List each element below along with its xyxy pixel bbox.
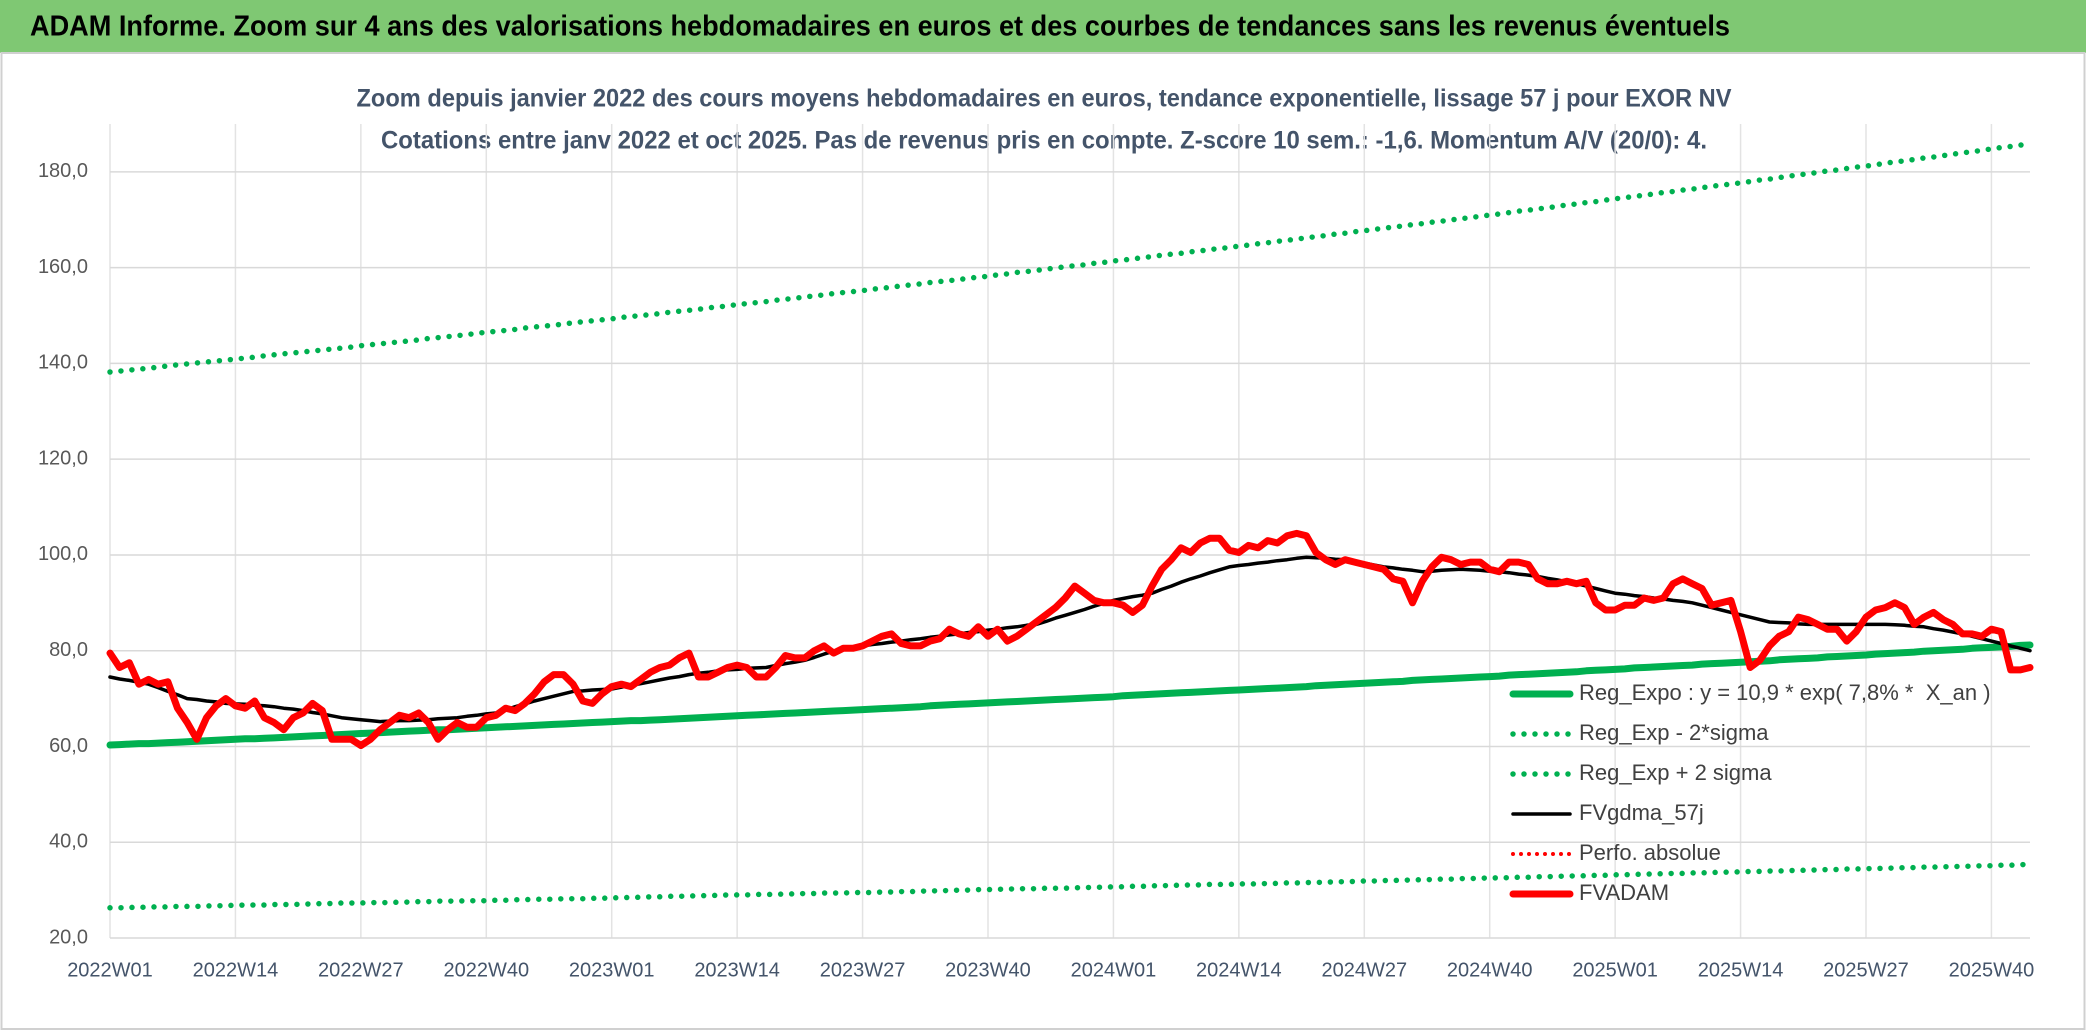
x-tick-label: 2023W01 [569, 959, 655, 981]
chart-subtitle: Cotations entre janv 2022 et oct 2025. P… [381, 127, 1707, 155]
x-tick-label: 2025W27 [1823, 959, 1909, 981]
x-tick-label: 2023W14 [694, 959, 780, 981]
y-tick-label: 20,0 [49, 926, 88, 948]
y-tick-label: 80,0 [49, 639, 88, 661]
x-tick-label: 2022W27 [318, 959, 404, 981]
series-line [107, 861, 2033, 911]
x-tick-label: 2024W01 [1071, 959, 1157, 981]
banner [0, 0, 2086, 53]
x-tick-label: 2022W40 [443, 959, 529, 981]
x-tick-label: 2022W14 [193, 959, 279, 981]
chart-title: Zoom depuis janvier 2022 des cours moyen… [357, 85, 1732, 113]
y-tick-label: 100,0 [38, 543, 88, 565]
y-tick-label: 60,0 [49, 735, 88, 757]
y-tick-label: 120,0 [38, 447, 88, 469]
x-tick-label: 2024W27 [1321, 959, 1407, 981]
legend-label: Reg_Expo : y = 10,9 * exp( 7,8% * X_an ) [1579, 680, 1991, 705]
banner-title: ADAM Informe. Zoom sur 4 ans des valoris… [30, 11, 1730, 43]
series-line [106, 529, 2034, 749]
x-tick-label: 2023W40 [945, 959, 1031, 981]
legend-label: Perfo. absolue [1579, 840, 1721, 865]
x-tick-label: 2023W27 [820, 959, 906, 981]
legend-label: Reg_Exp + 2 sigma [1579, 760, 1772, 785]
x-tick-label: 2024W40 [1447, 959, 1533, 981]
legend-label: Reg_Exp - 2*sigma [1579, 720, 1769, 745]
frame [0, 52, 2086, 1030]
y-tick-label: 160,0 [38, 256, 88, 278]
legend-label: FVgdma_57j [1579, 800, 1704, 825]
x-tick-label: 2025W01 [1572, 959, 1658, 981]
y-tick-label: 180,0 [38, 160, 88, 182]
y-tick-label: 40,0 [49, 831, 88, 853]
x-tick-label: 2022W01 [67, 959, 153, 981]
series-line [107, 140, 2033, 375]
legend-label: FVADAM [1579, 880, 1669, 905]
y-tick-label: 140,0 [38, 352, 88, 374]
x-tick-label: 2024W14 [1196, 959, 1282, 981]
x-tick-label: 2025W14 [1698, 959, 1784, 981]
x-tick-label: 2025W40 [1949, 959, 2035, 981]
